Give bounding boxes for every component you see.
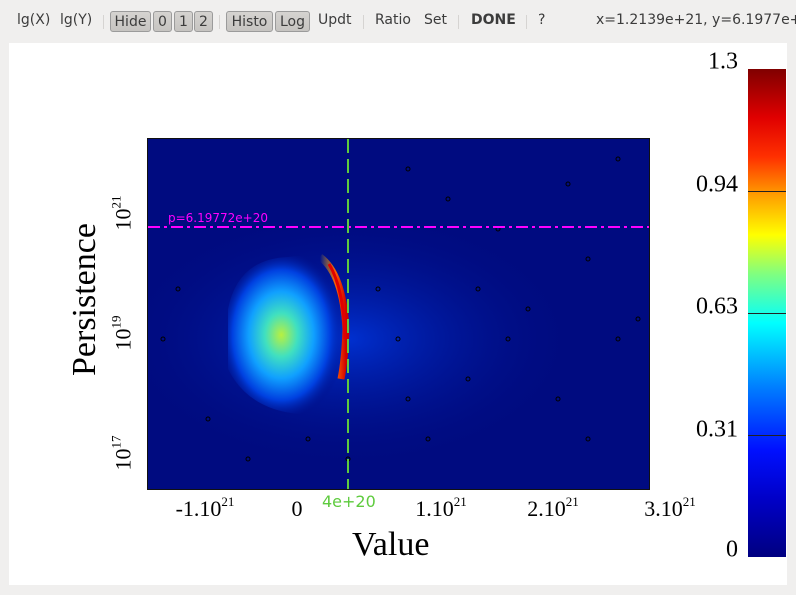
y-tick: 1017	[108, 435, 136, 471]
colorbar-label: 1.3	[708, 48, 738, 75]
log-y-toggle[interactable]: lg(Y)	[60, 12, 93, 28]
colorbar-label: 0	[726, 536, 738, 563]
colorbar	[748, 69, 786, 557]
hline-label: p=6.19772e+20	[168, 211, 268, 225]
update-button[interactable]: Updt	[318, 12, 352, 28]
done-button[interactable]: DONE	[471, 12, 516, 28]
colorbar-tick	[748, 191, 786, 192]
colorbar-label: 0.63	[696, 293, 738, 320]
one-button[interactable]: 1	[174, 11, 193, 32]
histo-button[interactable]: Histo	[226, 11, 273, 32]
help-button[interactable]: ?	[538, 12, 546, 28]
colorbar-label: 0.94	[696, 171, 738, 198]
colorbar-tick	[748, 313, 786, 314]
hide-button[interactable]: Hide	[110, 11, 151, 32]
cursor-coordinates: x=1.2139e+21, y=6.1977e+20	[596, 12, 796, 28]
x-tick: 1.1021	[415, 494, 467, 521]
log-x-toggle[interactable]: lg(X)	[17, 12, 51, 28]
separator	[103, 15, 104, 29]
separator	[526, 15, 527, 29]
separator	[458, 15, 459, 29]
two-button[interactable]: 2	[194, 11, 213, 32]
zero-button[interactable]: 0	[153, 11, 172, 32]
x-tick: -1.1021	[175, 494, 235, 521]
x-tick: 3.1021	[644, 494, 696, 521]
y-axis-label: Persistence	[66, 223, 103, 376]
colorbar-tick	[748, 435, 786, 436]
separator	[219, 15, 220, 29]
x-tick: 2.1021	[527, 494, 579, 521]
y-tick: 1019	[108, 315, 136, 351]
colorbar-label: 0.31	[696, 416, 738, 443]
set-button[interactable]: Set	[424, 12, 447, 28]
x-axis-label: Value	[352, 526, 430, 563]
ratio-button[interactable]: Ratio	[375, 12, 411, 28]
toolbar: lg(X) lg(Y) Hide 0 1 2 Histo Log Updt Ra…	[0, 0, 796, 42]
y-tick: 1021	[108, 195, 136, 231]
log-button[interactable]: Log	[275, 11, 310, 32]
vline-label: 4e+20	[322, 492, 376, 511]
heatmap-plot-area[interactable]: p=6.19772e+20	[147, 138, 650, 490]
x-tick: 0	[291, 496, 303, 521]
separator	[363, 15, 364, 29]
